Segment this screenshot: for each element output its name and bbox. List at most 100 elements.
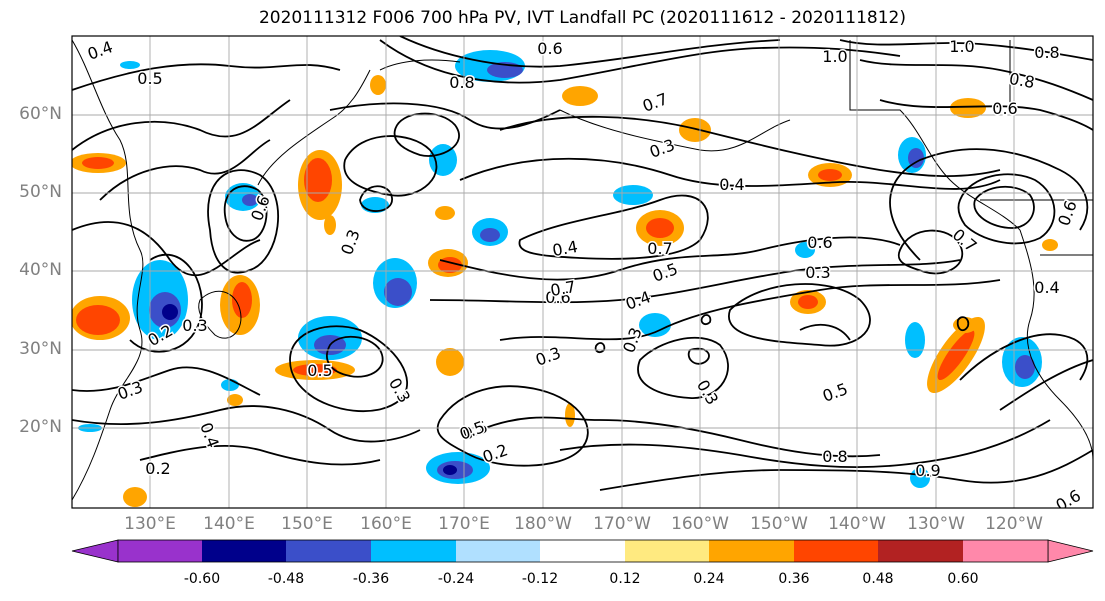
lon-label-130e: 130°E [124,514,176,534]
contour-label: 0.8 [449,73,474,92]
contour-label: 0.7 [549,277,577,300]
orange-patch [293,364,337,376]
contour-line [72,99,291,151]
blue-patch [221,379,239,391]
contour-line [429,259,961,304]
coastline [198,290,242,339]
orange-patch [304,158,332,202]
colorbar-tick-label: -0.36 [352,571,390,587]
contour-label: 0.6 [992,99,1017,118]
colorbar-tick-label: 0.12 [609,571,641,587]
orange-patch [123,487,147,507]
contour-label: 1.0 [822,47,847,66]
colorbar-segment [540,540,625,562]
contours [72,36,1093,491]
blue-patch [1015,355,1035,379]
lon-label-180w: 180°W [514,514,572,534]
contour-line [518,194,709,260]
contour-label: 0.4 [719,175,744,194]
orange-patch [565,403,575,427]
coastline [849,40,1021,231]
colorbar-segment [286,540,371,562]
orange-patch [937,330,975,380]
contour-label: 0.6 [807,233,832,252]
contour-line [72,405,421,443]
contour-line [72,63,341,91]
blue-patch [443,465,457,475]
orange-patch [232,282,252,318]
lon-label-150w: 150°W [750,514,808,534]
contour-line [956,316,970,332]
blue-patch [795,242,815,258]
colorbar [71,539,1094,563]
blue-patch [905,322,925,358]
orange-patch [953,317,977,333]
contour-line [359,185,393,212]
orange-patch [227,394,243,406]
gridlines [72,36,1093,508]
lon-label-130w: 130°W [907,514,965,534]
contour-line [499,115,1001,177]
map-title: 2020111312 F006 700 hPa PV, IVT Landfall… [258,8,906,28]
orange-patch [562,86,598,106]
blue-patch [613,185,653,205]
contour-line [973,185,1035,229]
contour-label: 0.4 [551,237,579,260]
contour-line [599,449,1093,491]
colorbar-segment [625,540,709,562]
contour-label: 0.3 [182,316,207,335]
contour-labels: 0.40.50.60.81.01.0 0.80.80.60.70.30.40.40… [83,36,1085,508]
lat-label-40n: 40°N [19,260,62,280]
orange-patch [1042,239,1058,251]
orange-patch [370,75,386,95]
contour-line [72,366,261,396]
contour-line [479,416,881,458]
contour-label: 0.8 [1034,43,1059,62]
colorbar-segment [456,540,540,562]
contour-line [499,279,1001,341]
lon-label-170w: 170°W [593,514,651,534]
contour-line [637,336,729,399]
map-border [71,35,1094,509]
orange-patch [436,348,464,376]
coastline [980,40,1093,256]
lat-label-60n: 60°N [19,104,62,124]
lon-label-160e: 160°E [360,514,412,534]
blue-patch [910,468,930,488]
contour-label: 0.5 [137,69,162,88]
contour-line [139,445,381,466]
contour-label: 0.7 [647,239,672,258]
contour-line [799,323,851,341]
contour-line [207,169,280,274]
blue-patch [120,61,140,69]
blue-patch [639,313,671,337]
colorbar-tick-label: -0.24 [437,571,475,587]
blue-patch [480,228,500,242]
contour-line [289,325,408,413]
lon-label-140e: 140°E [203,514,255,534]
contour-label: 0.3 [805,263,830,282]
colorbar-segment [963,540,1048,562]
contour-line [459,157,1001,190]
lon-label-170e: 170°E [438,514,490,534]
lon-label-140w: 140°W [828,514,886,534]
contour-line [439,236,901,281]
contour-label: 1.0 [949,37,974,56]
contour-line [999,359,1093,411]
orange-patch [818,169,842,181]
lon-label-160w: 160°W [671,514,729,534]
colorbar-tick-label: 0.24 [693,571,725,587]
orange-patch [798,295,818,309]
lon-label-120w: 120°W [985,514,1043,534]
blue-patch [384,278,412,306]
blue-patch [162,304,178,320]
lat-label-30n: 30°N [19,339,62,359]
lat-label-20n: 20°N [19,417,62,437]
contour-label: 0.8 [822,447,847,466]
contour-line [72,221,261,277]
colorbar-arrow-left [71,539,119,563]
blue-patch [242,194,258,206]
colorbar-tick-label: 0.48 [862,571,894,587]
orange-patch [324,215,336,235]
orange-patch [435,206,455,220]
